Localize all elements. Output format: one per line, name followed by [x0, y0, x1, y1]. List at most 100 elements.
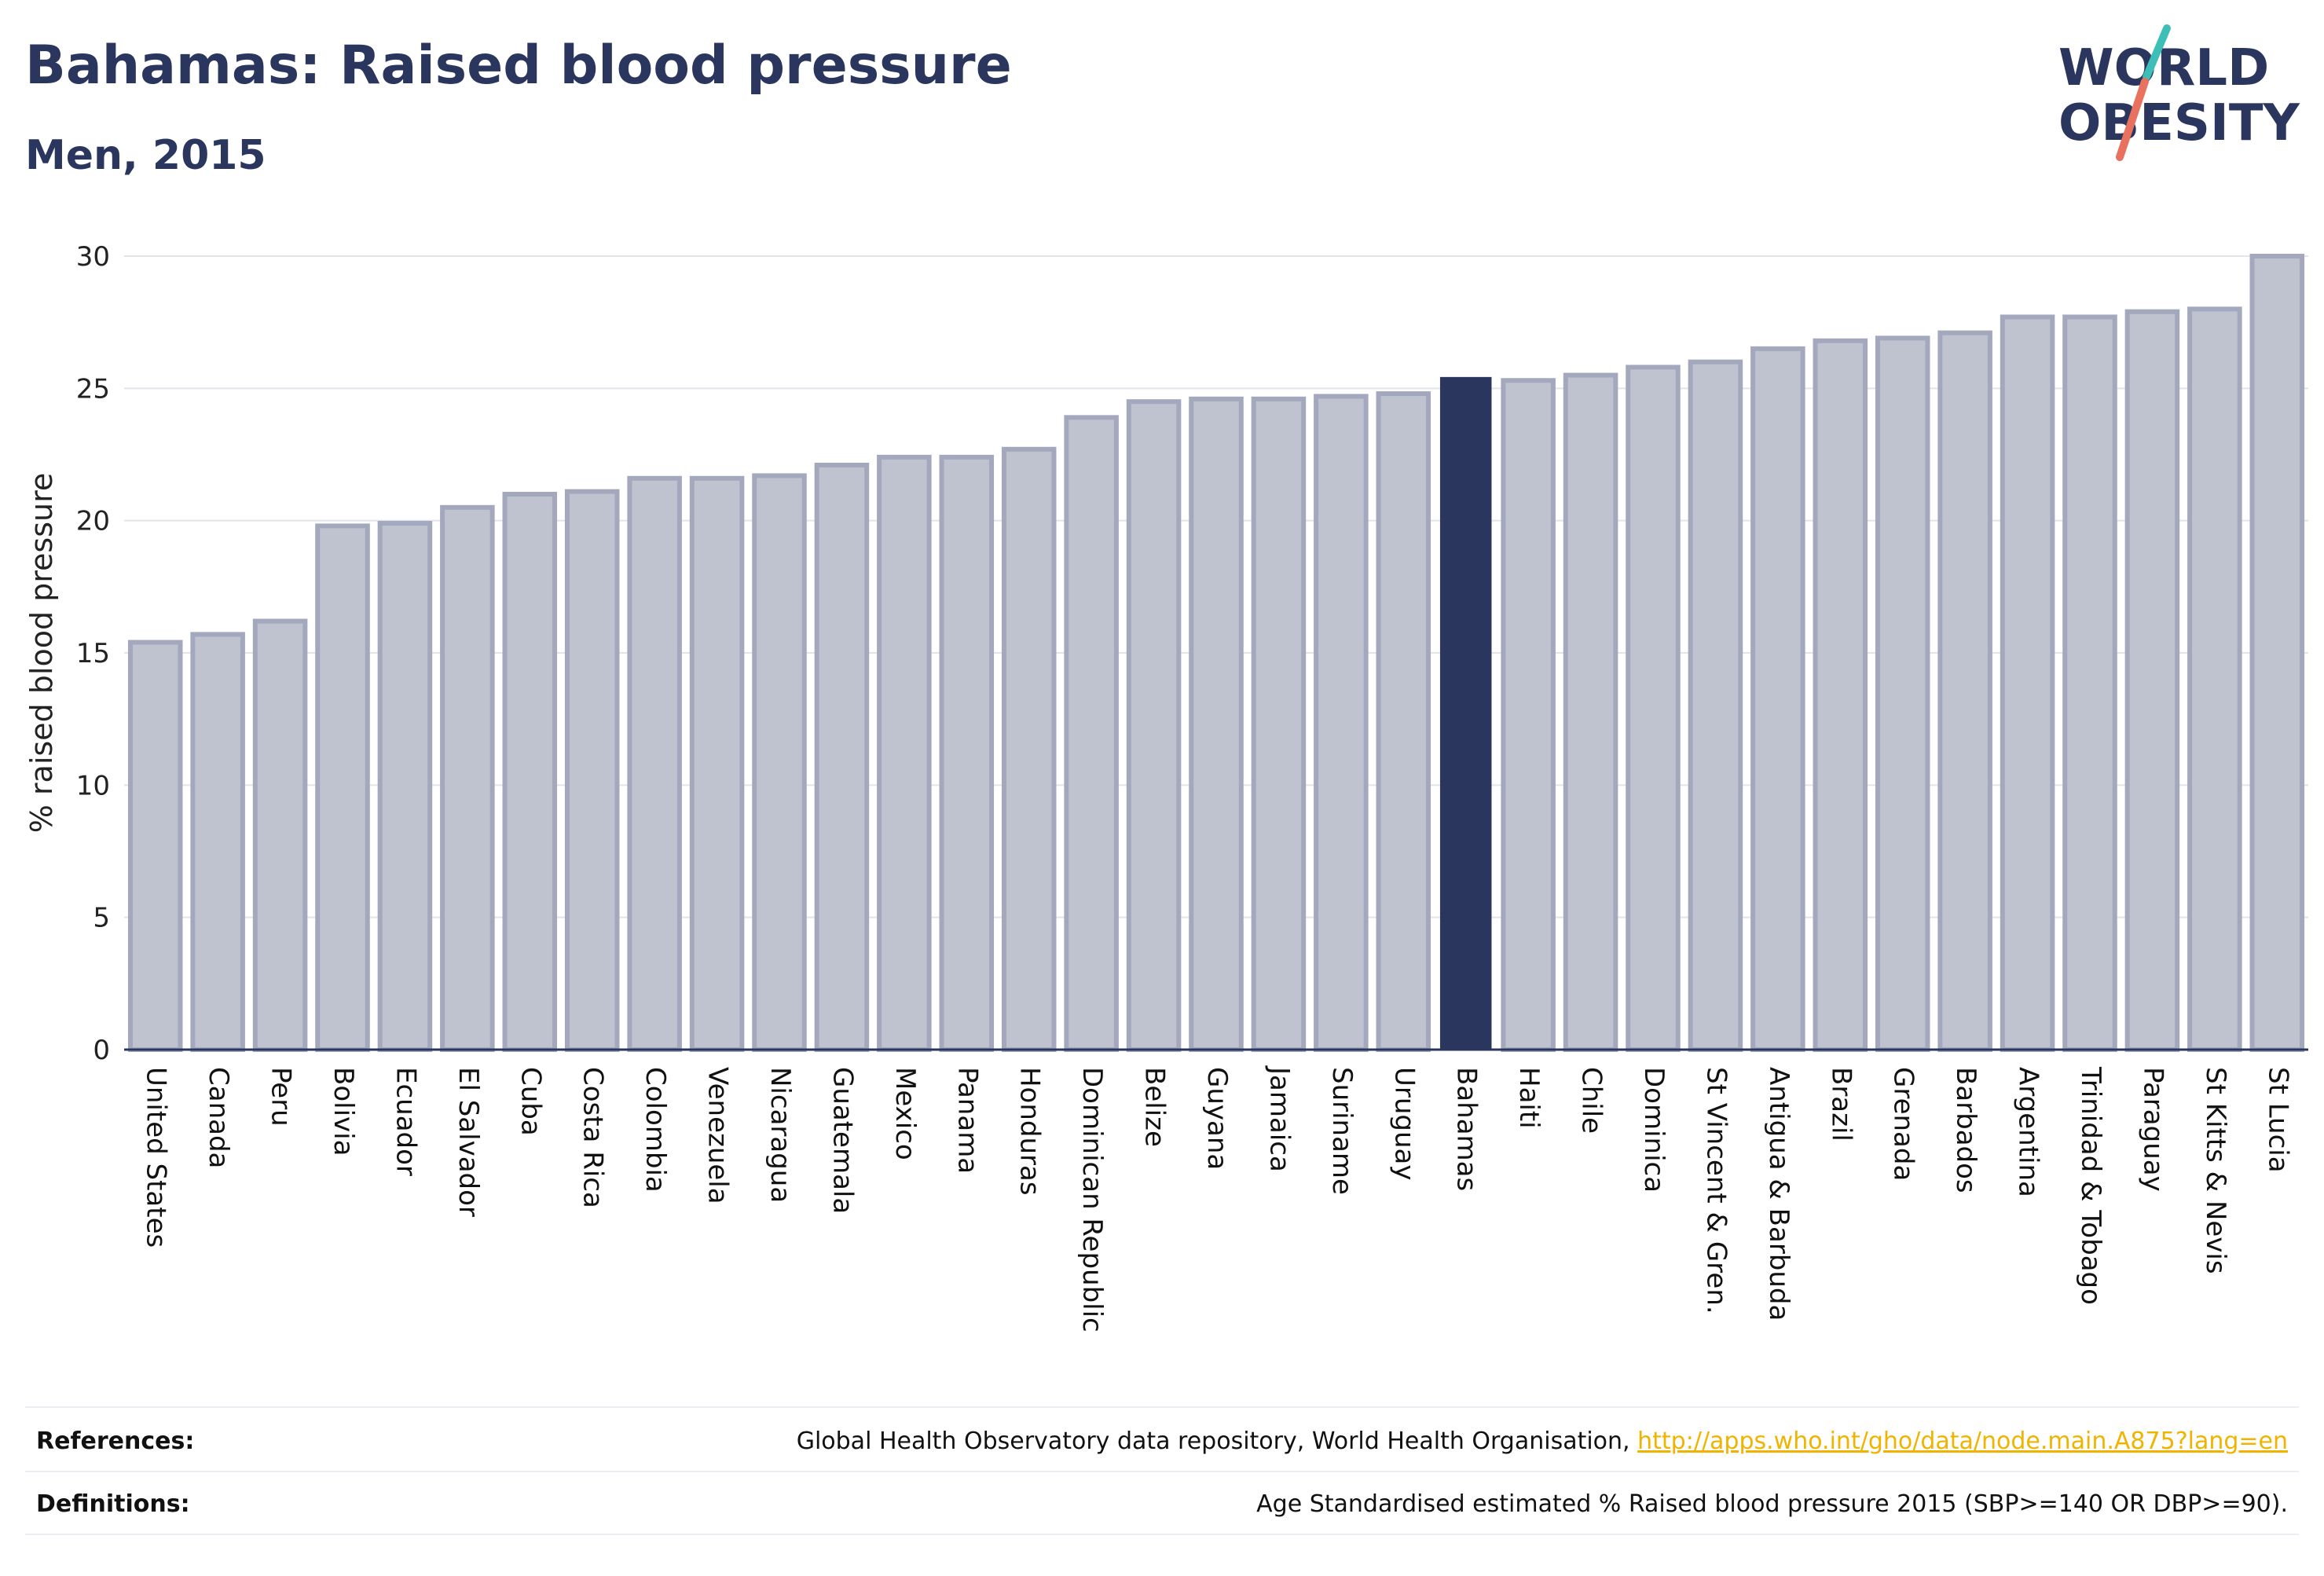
- x-tick-label: Dominican Republic: [1076, 1067, 1108, 1332]
- x-tick-label: Peru: [266, 1067, 297, 1127]
- logo-text-world: WORLD: [2058, 39, 2269, 97]
- bar: [502, 492, 558, 1052]
- bar: [190, 632, 245, 1052]
- x-tick-label: Chile: [1576, 1067, 1607, 1134]
- logo-text-obesity: OBESITY: [2058, 94, 2300, 152]
- bar-chart: 0 5 10 15 20 25 30 United States Canada Peru Boli…: [24, 241, 2308, 1332]
- x-tick-label: Antigua & Barbuda: [1763, 1067, 1794, 1321]
- bar: [1875, 335, 1930, 1053]
- footer-divider-middle: [25, 1471, 2299, 1472]
- y-axis-label: % raised blood pressure: [24, 473, 59, 834]
- bar: [689, 475, 745, 1052]
- bar: [1251, 396, 1307, 1052]
- x-tick-label: Cuba: [515, 1067, 546, 1136]
- bar: [1376, 391, 1431, 1053]
- references-text-group: Global Health Observatory data repositor…: [797, 1428, 2299, 1455]
- x-tick-label: Bahamas: [1451, 1067, 1483, 1191]
- y-tick-label: 5: [93, 903, 110, 934]
- logo-slash-coral: [2116, 78, 2149, 161]
- bar: [814, 462, 870, 1052]
- x-tick-label: Suriname: [1326, 1067, 1358, 1195]
- x-tick-label: Brazil: [1825, 1067, 1857, 1142]
- bar: [1126, 399, 1182, 1052]
- bar: [2062, 314, 2117, 1052]
- references-link[interactable]: http://apps.who.int/gho/data/node.main.A…: [1637, 1427, 2288, 1455]
- x-tick-label: Haiti: [1513, 1067, 1545, 1129]
- bar: [2000, 314, 2055, 1052]
- x-tick-label: Dominica: [1638, 1067, 1670, 1193]
- bar: [877, 454, 932, 1052]
- bar: [2124, 309, 2180, 1052]
- bar: [1750, 346, 1805, 1053]
- references-text: Global Health Observatory data repositor…: [796, 1427, 1630, 1455]
- bar: [752, 473, 807, 1052]
- x-tick-label: Ecuador: [390, 1067, 421, 1176]
- bar: [564, 489, 620, 1052]
- bar: [1001, 446, 1057, 1052]
- bar: [127, 640, 183, 1052]
- bar: [1937, 330, 1992, 1052]
- x-tick-label: Venezuela: [702, 1067, 734, 1204]
- bar: [2187, 306, 2242, 1053]
- bar: [1688, 359, 1743, 1052]
- bar: [252, 618, 308, 1052]
- references-label: References:: [36, 1427, 195, 1455]
- bar: [1501, 378, 1556, 1052]
- bar: [315, 523, 370, 1052]
- bar: [1563, 372, 1618, 1052]
- x-tick-label: Canada: [203, 1067, 234, 1168]
- y-tick-label: 20: [76, 506, 110, 537]
- x-tick-label: Belize: [1139, 1067, 1171, 1147]
- bar: [377, 521, 433, 1052]
- y-axis-ticks: 0 5 10 15 20 25 30: [76, 241, 110, 1066]
- x-tick-label: St Vincent & Gren.: [1700, 1067, 1732, 1314]
- bar: [1813, 338, 1868, 1052]
- bars: [127, 254, 2305, 1053]
- definitions-text: Age Standardised estimated % Raised bloo…: [1256, 1490, 2288, 1518]
- x-tick-label: Guyana: [1201, 1067, 1233, 1170]
- bar: [1626, 365, 1681, 1052]
- bar: [1314, 394, 1369, 1052]
- chart-subtitle: Men, 2015: [25, 132, 266, 179]
- x-tick-label: Nicaragua: [764, 1067, 796, 1203]
- bar: [627, 475, 682, 1052]
- x-tick-label: Costa Rica: [577, 1067, 609, 1208]
- bar: [2249, 254, 2305, 1052]
- x-tick-label: St Lucia: [2262, 1067, 2293, 1173]
- bar: [1189, 396, 1244, 1052]
- x-tick-label: Grenada: [1888, 1067, 1919, 1181]
- logo-slash-teal: [2143, 24, 2171, 81]
- x-tick-label: Trinidad & Tobago: [2075, 1066, 2106, 1305]
- x-axis-ticks: United States Canada Peru Bolivia Ecuador El …: [141, 1065, 2294, 1332]
- x-tick-label: El Salvador: [453, 1067, 484, 1217]
- x-tick-label: Mexico: [889, 1067, 921, 1160]
- x-tick-label: Barbados: [1950, 1067, 1981, 1193]
- bar-highlight: [1439, 376, 1492, 1051]
- world-obesity-logo: WORLD OBESITY: [2058, 24, 2300, 161]
- bar: [440, 504, 495, 1052]
- y-tick-label: 0: [93, 1035, 110, 1066]
- definitions-label: Definitions:: [36, 1490, 190, 1518]
- definitions-row: Definitions: Age Standardised estimated …: [25, 1480, 2299, 1527]
- footer-divider-bottom: [25, 1534, 2299, 1535]
- x-tick-label: Colombia: [640, 1067, 671, 1193]
- y-tick-label: 25: [76, 373, 110, 405]
- x-tick-label: Paraguay: [2137, 1067, 2168, 1192]
- x-tick-label: Guatemala: [827, 1067, 858, 1214]
- x-tick-label: Argentina: [2013, 1067, 2044, 1197]
- chart-title: Bahamas: Raised blood pressure: [25, 35, 1012, 97]
- x-tick-label: Jamaica: [1263, 1065, 1295, 1172]
- x-tick-label: St Kitts & Nevis: [2200, 1067, 2231, 1274]
- footer-divider-top: [25, 1406, 2299, 1408]
- bar: [939, 454, 995, 1052]
- x-tick-label: Bolivia: [328, 1067, 359, 1156]
- references-row: References: Global Health Observatory da…: [25, 1417, 2299, 1464]
- x-tick-label: Honduras: [1014, 1067, 1046, 1196]
- x-tick-label: Panama: [951, 1067, 983, 1174]
- bar: [1064, 415, 1119, 1052]
- y-tick-label: 10: [76, 770, 110, 801]
- x-tick-label: Uruguay: [1388, 1067, 1420, 1181]
- y-tick-label: 15: [76, 638, 110, 669]
- x-tick-label: United States: [141, 1067, 172, 1248]
- y-tick-label: 30: [76, 241, 110, 273]
